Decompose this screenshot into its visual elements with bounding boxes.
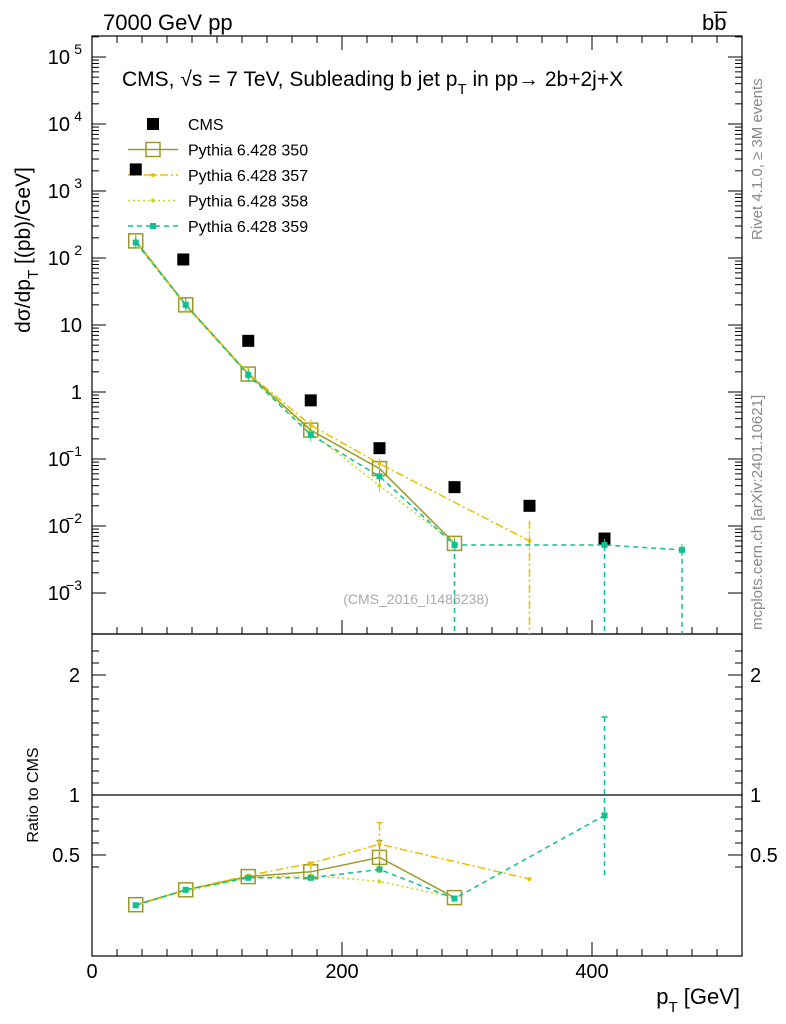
- ratio-data-point: [446, 889, 463, 906]
- x-ticks: 0 200 400: [86, 36, 743, 983]
- ratio-data-point: [245, 874, 252, 881]
- analysis-id: (CMS_2016_I1486238): [343, 591, 489, 607]
- y-tick-label: 10: [48, 516, 70, 538]
- ratio-series-line: [135, 874, 455, 907]
- y-tick-exponent: −2: [66, 510, 82, 526]
- mc-series-line: [135, 242, 683, 551]
- mc-series-line: [135, 240, 456, 544]
- y-tick-label: 10: [60, 315, 82, 337]
- cms-data-point: [129, 163, 142, 176]
- ratio-data-point: [307, 874, 314, 881]
- y-tick-label: 10: [48, 248, 70, 270]
- legend-label: CMS: [188, 117, 224, 134]
- ratio-tick-label-right: 0.5: [750, 845, 778, 867]
- mc-data-point: [377, 483, 382, 488]
- legend-marker: [151, 173, 155, 177]
- y-tick-exponent: 3: [74, 175, 82, 191]
- ratio-data-point: [601, 812, 608, 819]
- y-tick-exponent: 5: [74, 41, 82, 57]
- ratio-tick-label: 1: [69, 785, 80, 807]
- ratio-tick-label-right: 2: [750, 665, 761, 687]
- ratio-series-line: [135, 843, 530, 906]
- ratio-data-point: [527, 877, 532, 881]
- energy-label: 7000 GeV pp: [103, 10, 233, 35]
- y-tick-label: 10: [48, 181, 70, 203]
- y-axis-label-ratio: Ratio to CMS: [25, 747, 42, 842]
- plot-title-sub: T: [458, 81, 467, 98]
- plot-title-main: CMS, √s = 7 TeV, Subleading b jet p: [122, 68, 458, 91]
- mc-data-point: [307, 431, 314, 438]
- mc-data-point: [376, 473, 383, 480]
- ratio-data-point: [132, 902, 139, 909]
- ratio-data: [128, 716, 608, 913]
- y-tick-exponent: −3: [66, 577, 82, 593]
- y-tick-label: 10: [48, 583, 70, 605]
- y-axis-label-main: dσ/dpT [(pb)/GeV]: [12, 167, 42, 333]
- plot-title: CMS, √s = 7 TeV, Subleading b jet pT in …: [122, 68, 623, 98]
- ratio-series-group: [128, 716, 608, 913]
- legend-marker: [145, 141, 161, 158]
- ratio-data-point: [128, 896, 144, 913]
- y-tick-exponent: −1: [66, 443, 82, 459]
- mc-data-point: [308, 423, 313, 428]
- plot-title-tail: in pp→ 2b+2j+X: [467, 68, 623, 91]
- ratio-data-point: [182, 886, 189, 893]
- y-tick-label: 10: [48, 47, 70, 69]
- side-rivet-label: Rivet 4.1.0, ≥ 3M events: [749, 78, 766, 240]
- ratio-tick-label: 2: [69, 665, 80, 687]
- mc-data-point: [132, 239, 139, 246]
- cms-data-point: [598, 532, 611, 545]
- ratio-y-ticks: 2 2 1 1 0.5 0.5: [52, 650, 778, 868]
- mc-data-point: [182, 301, 189, 308]
- main-data: [128, 163, 685, 634]
- legend-label: Pythia 6.428 350: [188, 143, 308, 160]
- legend-label: Pythia 6.428 358: [188, 194, 308, 211]
- ratio-data-point: [377, 879, 382, 884]
- cms-data-point: [448, 481, 461, 494]
- mc-series-line: [135, 242, 455, 544]
- legend-label: Pythia 6.428 357: [188, 168, 308, 185]
- x-tick-label: 400: [575, 961, 608, 983]
- ratio-data-point: [451, 895, 458, 902]
- ratio-data-point: [240, 868, 256, 885]
- ratio-tick-label: 0.5: [52, 845, 80, 867]
- mc-data-point: [240, 366, 256, 382]
- ratio-series-line: [135, 856, 455, 906]
- legend: CMS Pythia 6.428 350 Pythia 6.428 357 Pythi…: [128, 117, 308, 236]
- legend-marker: [151, 198, 155, 203]
- cms-data-point: [242, 334, 255, 347]
- mc-series-line: [135, 241, 530, 542]
- legend-marker-cms: [147, 118, 159, 130]
- side-mcplots-label: mcplots.cern.ch [arXiv:2401.10621]: [749, 395, 766, 630]
- y-tick-exponent: 4: [74, 108, 82, 124]
- cms-data-point: [373, 442, 386, 455]
- y-tick-label: 10: [48, 449, 70, 471]
- mc-data-point: [377, 461, 382, 466]
- process-label: bb̅: [702, 10, 727, 35]
- ratio-data-point: [178, 882, 194, 898]
- cms-data-point: [177, 253, 190, 266]
- ratio-series-line: [135, 814, 605, 907]
- cms-data-point: [304, 394, 317, 407]
- legend-label: Pythia 6.428 359: [188, 219, 308, 236]
- y-tick-label: 1: [71, 382, 82, 404]
- legend-marker: [150, 223, 156, 229]
- x-tick-label: 200: [325, 961, 358, 983]
- x-axis-label: pT [GeV]: [656, 984, 740, 1016]
- y-tick-label: 10: [48, 114, 70, 136]
- y-tick-exponent: 2: [74, 242, 82, 258]
- x-tick-label: 0: [86, 961, 97, 983]
- mc-data-point: [245, 371, 252, 378]
- cms-data-point: [523, 499, 536, 512]
- ratio-tick-label-right: 1: [750, 785, 761, 807]
